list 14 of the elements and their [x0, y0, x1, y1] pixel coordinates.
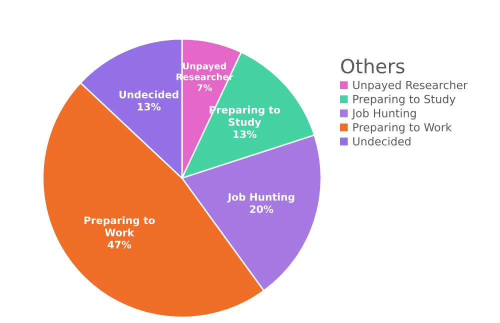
legend-label: Preparing to Study [353, 94, 456, 106]
slice-label: Job Hunting [227, 192, 294, 203]
data-label: 13% [234, 130, 256, 138]
slice-label: Undecided [120, 90, 178, 98]
data-label: 20% [250, 205, 274, 213]
legend-label: Unpayed Researcher [353, 80, 468, 92]
legend-label: Preparing to Work [353, 122, 452, 134]
legend-label: Job Hunting [352, 108, 416, 120]
data-label: 7% [197, 84, 212, 92]
legend-label: Undecided [353, 136, 410, 146]
slice-label: Preparing to Work [84, 216, 155, 236]
data-label: 47% [108, 240, 132, 248]
data-label: 13% [138, 102, 161, 110]
legend-title: Others [341, 58, 404, 74]
